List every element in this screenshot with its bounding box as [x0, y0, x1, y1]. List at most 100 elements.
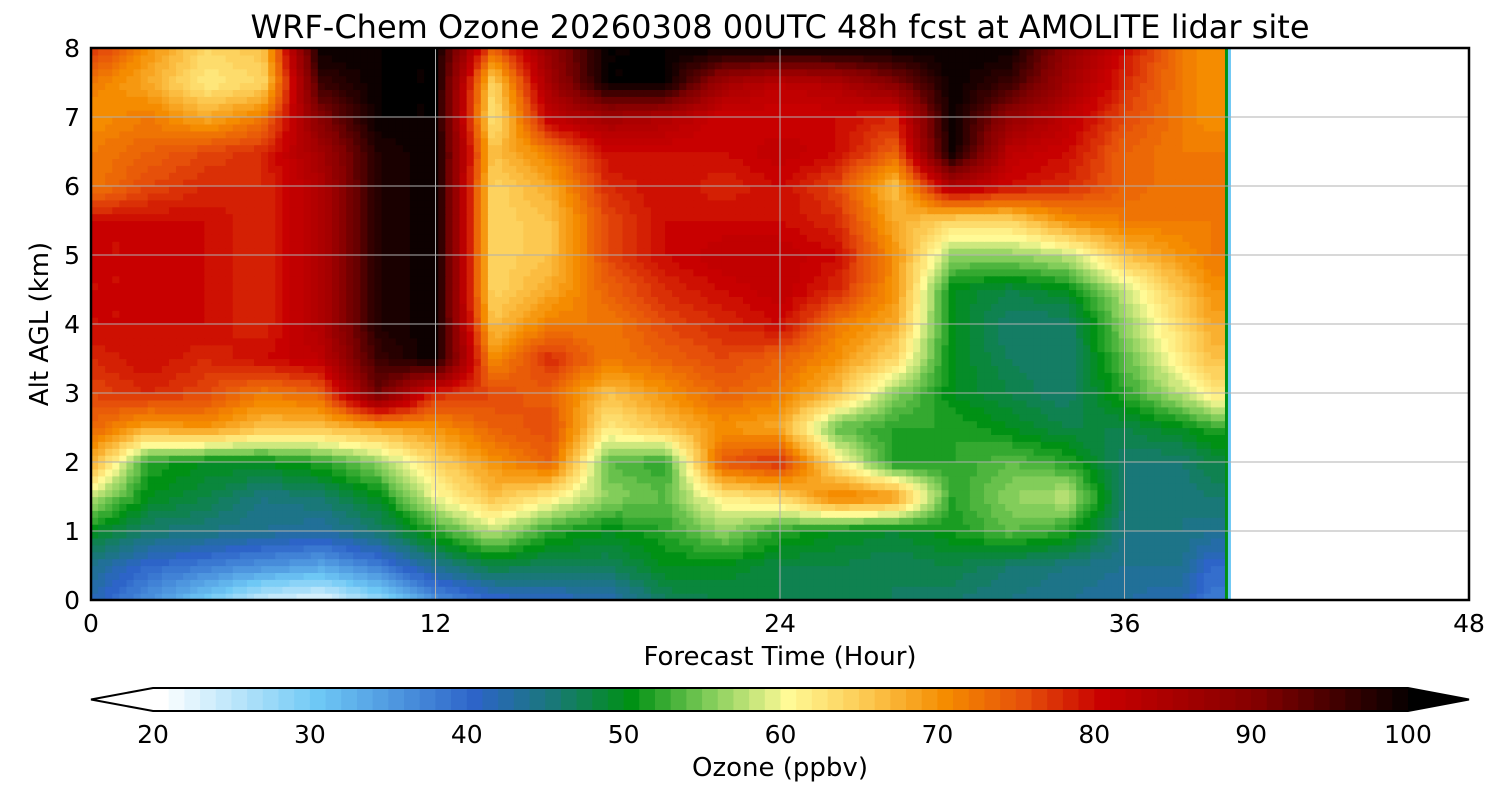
ozone-cell	[246, 399, 255, 408]
ozone-cell	[608, 475, 617, 484]
ozone-cell	[353, 517, 361, 525]
ozone-cell	[218, 455, 227, 463]
ozone-cell	[544, 531, 553, 539]
ozone-cell	[374, 441, 383, 449]
ozone-cell	[1040, 496, 1049, 504]
ozone-cell	[282, 399, 291, 408]
ozone-cell	[962, 565, 971, 573]
ozone-cell	[629, 434, 638, 442]
ozone-cell	[580, 503, 588, 511]
ozone-cell	[877, 413, 886, 422]
ozone-cell	[1083, 406, 1091, 415]
ozone-cell	[948, 558, 957, 567]
ozone-cell	[339, 468, 347, 477]
ozone-cell	[941, 462, 950, 470]
ozone-cell	[1118, 413, 1127, 422]
ozone-cell	[544, 386, 553, 394]
ozone-cell	[565, 489, 574, 498]
ozone-cell	[1111, 496, 1120, 504]
ozone-cell	[813, 455, 822, 463]
ozone-cell	[1182, 558, 1191, 567]
ozone-cell	[346, 427, 354, 435]
ozone-cell	[509, 510, 517, 518]
ozone-cell	[466, 524, 475, 532]
ozone-cell	[580, 462, 588, 470]
ozone-cell	[828, 386, 836, 394]
ozone-cell	[693, 510, 702, 518]
ozone-cell	[601, 475, 609, 484]
ozone-cell	[452, 441, 461, 449]
ozone-cell	[473, 434, 482, 442]
ozone-cell	[246, 496, 255, 504]
ozone-cell	[792, 475, 801, 484]
ozone-cell	[452, 586, 461, 594]
ozone-cell	[1026, 413, 1035, 422]
ozone-cell	[360, 531, 369, 539]
ozone-cell	[409, 586, 418, 594]
ozone-cell	[1154, 386, 1162, 394]
ozone-cell	[948, 448, 957, 456]
ozone-cell	[913, 427, 921, 435]
ozone-cell	[1147, 393, 1155, 401]
ozone-cell	[1132, 393, 1141, 401]
ozone-cell	[331, 565, 340, 573]
ozone-cell	[778, 448, 787, 456]
ozone-cell	[1196, 455, 1205, 463]
ozone-cell	[1019, 475, 1028, 484]
ozone-cell	[509, 406, 517, 415]
ozone-cell	[707, 572, 716, 580]
ozone-cell	[1083, 489, 1091, 498]
ozone-cell	[906, 462, 914, 470]
ozone-cell	[445, 441, 454, 449]
ozone-cell	[282, 420, 291, 429]
ozone-cell	[700, 572, 709, 580]
ozone-cell	[1132, 448, 1141, 456]
ozone-cell	[828, 558, 836, 567]
ozone-cell	[778, 551, 787, 560]
ozone-cell	[565, 593, 574, 600]
ozone-cell	[1033, 441, 1042, 449]
ozone-cell	[360, 510, 369, 518]
ozone-cell	[1040, 434, 1049, 442]
ozone-cell	[657, 551, 666, 560]
ozone-cell	[941, 427, 950, 435]
ozone-cell	[565, 393, 574, 401]
ozone-cell	[1217, 544, 1226, 553]
ozone-cell	[190, 579, 198, 587]
ozone-cell	[863, 399, 872, 408]
ozone-cell	[381, 593, 390, 600]
ozone-cell	[417, 406, 425, 415]
ozone-cell	[388, 448, 397, 456]
ozone-cell	[700, 593, 709, 600]
ozone-cell	[686, 517, 695, 525]
ozone-cell	[197, 455, 205, 463]
ozone-cell	[353, 531, 361, 539]
ozone-cell	[969, 531, 978, 539]
ozone-cell	[714, 565, 723, 573]
ozone-cell	[856, 468, 865, 477]
ozone-cell	[374, 420, 383, 429]
ozone-cell	[211, 565, 220, 573]
ozone-cell	[1139, 441, 1148, 449]
ozone-cell	[998, 537, 1006, 546]
ozone-cell	[1083, 441, 1091, 449]
ozone-cell	[1104, 386, 1113, 394]
ozone-cell	[913, 448, 921, 456]
ozone-cell	[417, 572, 425, 580]
ozone-cell	[1083, 524, 1091, 532]
ozone-cell	[1097, 489, 1106, 498]
ozone-cell	[998, 565, 1006, 573]
ozone-cell	[494, 393, 503, 401]
ozone-cell	[98, 586, 106, 594]
ozone-cell	[615, 462, 624, 470]
ozone-cell	[835, 441, 843, 449]
ozone-cell	[353, 510, 361, 518]
ozone-cell	[735, 386, 744, 394]
ozone-cell	[849, 386, 858, 394]
ozone-cell	[1005, 399, 1013, 408]
ozone-cell	[721, 524, 730, 532]
ozone-cell	[1132, 558, 1141, 567]
ozone-cell	[445, 593, 454, 600]
ozone-cell	[261, 544, 269, 553]
ozone-cell	[190, 558, 198, 567]
